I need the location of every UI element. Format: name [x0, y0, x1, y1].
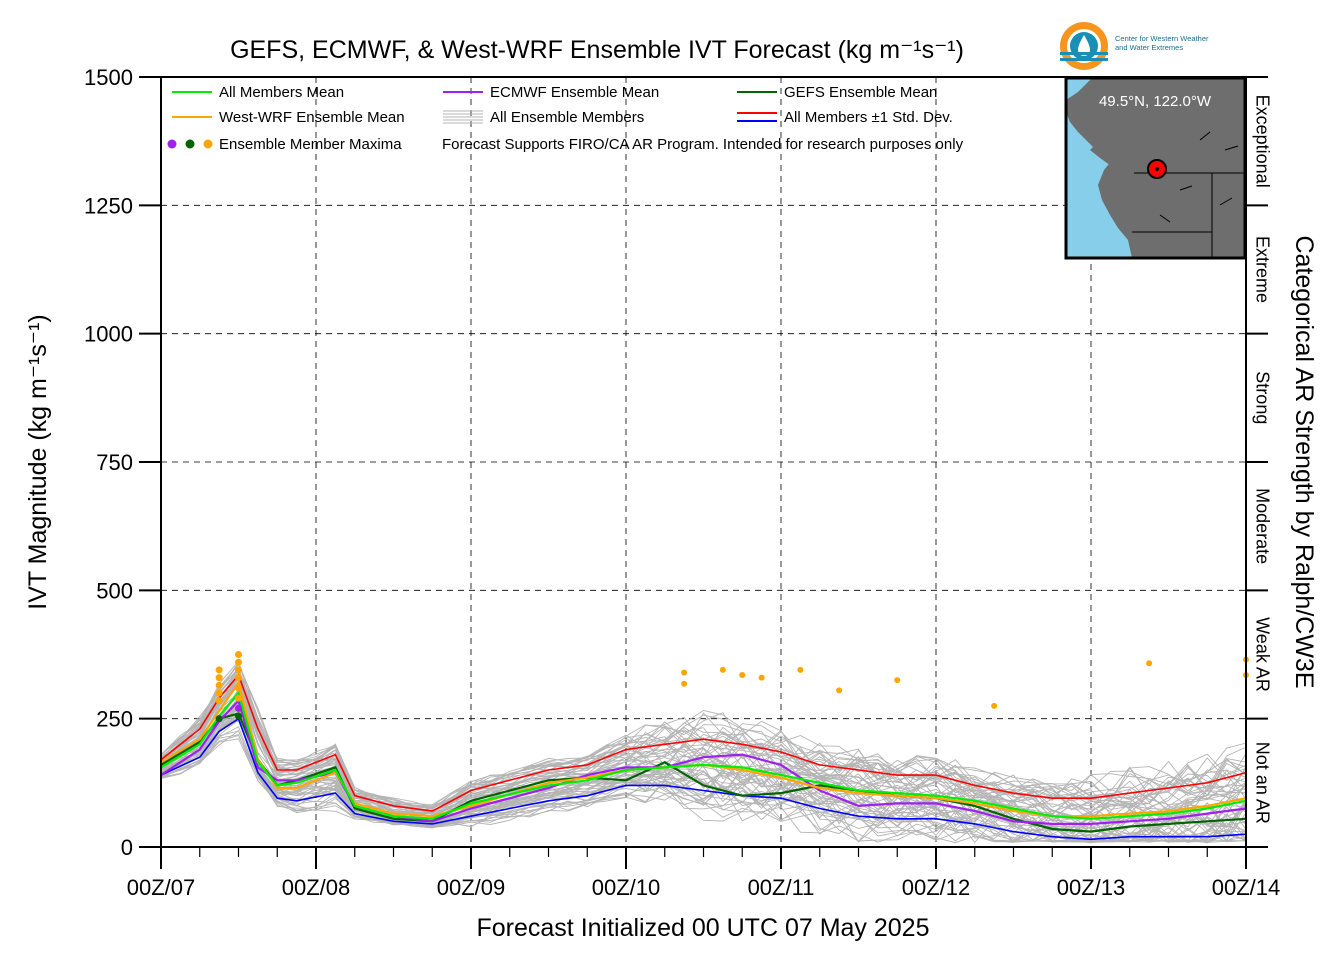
series-all-members-mean: [160, 690, 1247, 820]
logo-text-line2: and Water Extremes: [1115, 43, 1183, 52]
ensemble-maximum-point: [215, 697, 223, 705]
cw3e-logo: Center for Western Weather and Water Ext…: [1060, 22, 1209, 70]
ensemble-maximum-point: [215, 715, 223, 723]
category-label: Moderate: [1252, 488, 1272, 564]
ensemble-maximum-point: [681, 680, 688, 687]
y-axis-ticks: 0 250 500 750 1000 1250 1500: [84, 65, 161, 860]
ensemble-maximum-point: [719, 666, 726, 673]
ensemble-maximum-point: [894, 677, 901, 684]
ar-strength-label: Categorical AR Strength by Ralph/CW3E: [1290, 236, 1318, 689]
ensemble-maximum-point: [235, 651, 242, 658]
y-tick-label: 0: [121, 835, 133, 860]
x-tick-label: 00Z/11: [748, 875, 815, 900]
ensemble-member-lines: [160, 660, 1247, 844]
ensemble-maximum-point: [991, 702, 998, 709]
chart-title: GEFS, ECMWF, & West-WRF Ensemble IVT For…: [230, 36, 964, 64]
ensemble-maximum-point: [215, 674, 223, 682]
y-tick-label: 750: [96, 450, 133, 475]
inset-map: 49.5°N, 122.0°W: [1064, 76, 1247, 260]
y-tick-label: 1000: [84, 322, 133, 347]
ensemble-maximum-point: [215, 681, 223, 689]
legend-std: All Members ±1 Std. Dev.: [784, 109, 953, 126]
series-std-lower: [160, 717, 1247, 841]
ensemble-member-line: [160, 720, 1247, 842]
map-island: [1090, 146, 1134, 176]
ensemble-member-line: [160, 706, 1247, 843]
ensemble-maximum-point: [758, 674, 765, 681]
legend: All Members Mean West-WRF Ensemble Mean …: [167, 84, 964, 153]
ensemble-maximum-point: [235, 658, 242, 666]
x-tick-label: 00Z/10: [592, 875, 661, 900]
category-label: Exceptional: [1252, 95, 1272, 188]
ensemble-maxima-points: [215, 651, 1249, 723]
ensemble-maximum-point: [836, 687, 843, 694]
x-tick-label: 00Z/13: [1057, 875, 1126, 900]
category-label: Strong: [1252, 371, 1272, 424]
ensemble-maximum-point: [235, 666, 242, 674]
series-lines: [160, 673, 1247, 841]
ensemble-maximum-point: [215, 689, 223, 697]
ensemble-member-line: [160, 719, 1247, 844]
ensemble-maximum-point: [235, 704, 242, 712]
ensemble-maximum-point: [235, 674, 242, 682]
map-coords: 49.5°N, 122.0°W: [1099, 93, 1212, 110]
ensemble-maximum-point: [235, 712, 242, 720]
map-frame: [1064, 76, 1247, 260]
legend-dot-gefs: [185, 139, 195, 149]
category-label: Weak AR: [1252, 617, 1272, 692]
ensemble-member-line: [160, 677, 1247, 811]
ensemble-maximum-point: [235, 694, 242, 702]
logo-text-line1: Center for Western Weather: [1115, 34, 1209, 43]
legend-dot-ecmwf: [167, 139, 177, 149]
ensemble-maximum-point: [681, 669, 688, 676]
x-axis-label: Forecast Initialized 00 UTC 07 May 2025: [477, 914, 930, 942]
legend-ecmwf: ECMWF Ensemble Mean: [490, 84, 659, 101]
y-tick-label: 250: [96, 707, 133, 732]
x-tick-label: 00Z/12: [902, 875, 971, 900]
legend-maxima: Ensemble Member Maxima: [219, 136, 402, 153]
x-tick-label: 00Z/08: [282, 875, 351, 900]
x-axis-ticks: 00Z/07 00Z/08 00Z/09 00Z/10 00Z/11 00Z/12 00Z/…: [127, 847, 1281, 900]
ensemble-maximum-point: [797, 666, 804, 673]
legend-swatch-members: [443, 110, 483, 124]
legend-gefs: GEFS Ensemble Mean: [784, 84, 937, 101]
y-tick-label: 1250: [84, 193, 133, 218]
legend-westwrf: West-WRF Ensemble Mean: [219, 109, 405, 126]
legend-members: All Ensemble Members: [490, 109, 644, 126]
x-tick-label: 00Z/07: [127, 875, 196, 900]
x-tick-label: 00Z/09: [437, 875, 506, 900]
y-tick-label: 1500: [84, 65, 133, 90]
ar-category-scale: Not an AR Weak AR Moderate Strong Extreme Exc…: [1246, 76, 1272, 848]
ensemble-maximum-point: [235, 684, 242, 692]
legend-note: Forecast Supports FIRO/CA AR Program. In…: [442, 136, 964, 153]
ensemble-maximum-point: [1146, 660, 1153, 667]
category-label: Extreme: [1252, 236, 1272, 303]
series-std-upper: [160, 673, 1247, 812]
x-tick-label: 00Z/14: [1212, 875, 1281, 900]
category-label: Not an AR: [1252, 742, 1272, 824]
legend-all-mean: All Members Mean: [219, 84, 344, 101]
ensemble-maximum-point: [739, 672, 746, 679]
ensemble-member-line: [160, 678, 1247, 813]
ensemble-member-line: [160, 663, 1247, 810]
y-tick-label: 500: [96, 578, 133, 603]
ensemble-member-line: [160, 680, 1247, 818]
legend-dot-westwrf: [203, 139, 213, 149]
y-axis-label: IVT Magnitude (kg m⁻¹s⁻¹): [24, 314, 52, 609]
ensemble-member-line: [160, 734, 1247, 844]
ensemble-maximum-point: [215, 666, 223, 674]
